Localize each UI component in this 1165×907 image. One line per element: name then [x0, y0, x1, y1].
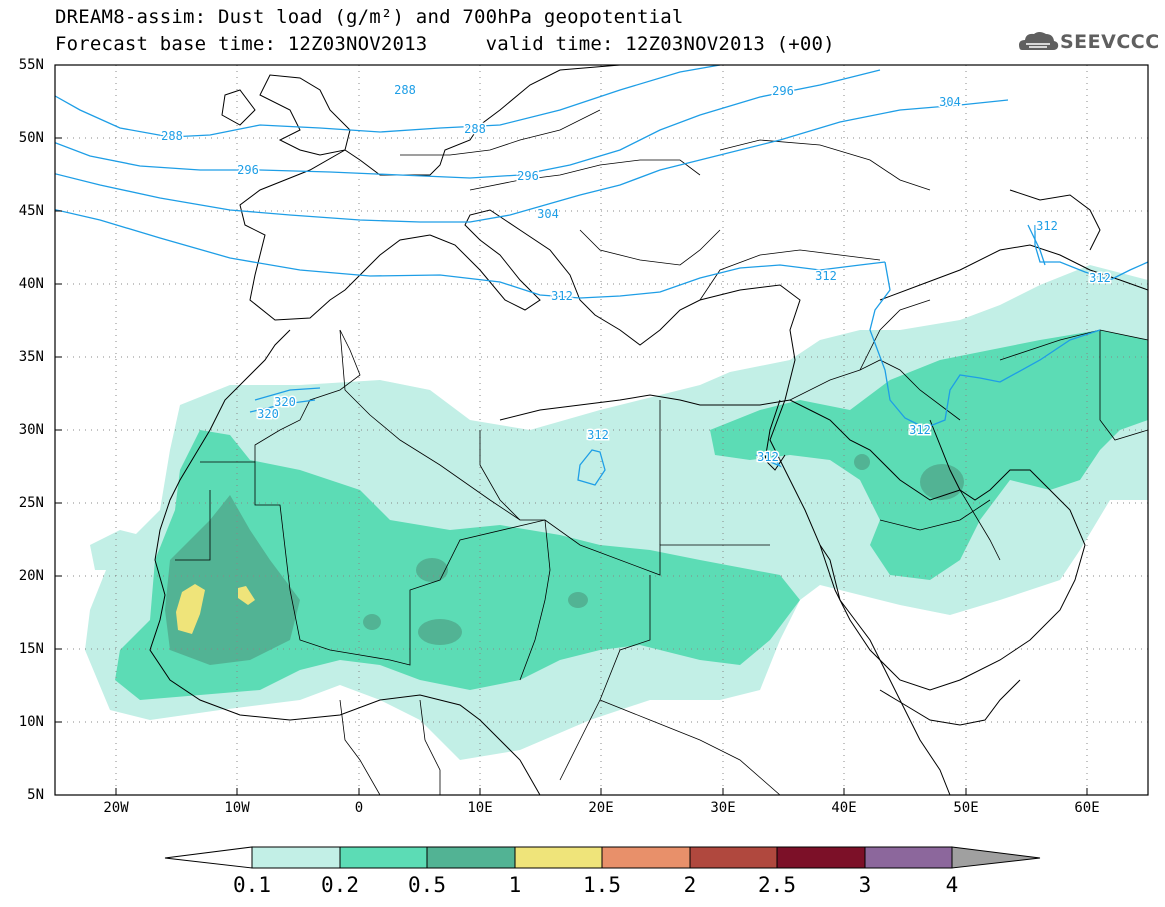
contour-label: 296	[772, 84, 794, 98]
lat-label: 40N	[18, 276, 44, 292]
lat-label: 10N	[18, 714, 44, 730]
geopotential-contours	[55, 65, 1148, 486]
lon-label: 10W	[224, 800, 250, 816]
colorbar-label: 0.2	[321, 873, 359, 897]
contour-label: 312	[757, 450, 779, 464]
lon-label: 20W	[103, 800, 129, 816]
logo-text: SEEVCCC	[1060, 31, 1160, 53]
colorbar-swatch	[339, 846, 428, 869]
contour-label: 288	[394, 83, 416, 97]
lat-label: 5N	[27, 787, 44, 803]
colorbar-label: 3	[858, 873, 872, 897]
contour-label: 296	[517, 169, 539, 183]
colorbar-swatch	[776, 846, 866, 869]
colorbar-swatch	[601, 846, 691, 869]
map-title: DREAM8-assim: Dust load (g/m²) and 700hP…	[55, 6, 684, 28]
lat-label: 50N	[18, 130, 44, 146]
colorbar-label: 2.5	[758, 873, 796, 897]
colorbar-upper-arrow	[951, 846, 1041, 869]
lat-lon-grid	[55, 65, 1148, 795]
lat-label: 15N	[18, 641, 44, 657]
lon-label: 30E	[710, 800, 736, 816]
dust-level-0-5	[165, 454, 964, 665]
contour-label: 288	[161, 129, 183, 143]
contour-label: 312	[551, 289, 573, 303]
lon-label: 10E	[467, 800, 493, 816]
lon-label: 0	[354, 800, 364, 816]
contour-label: 304	[939, 95, 961, 109]
lat-label: 25N	[18, 495, 44, 511]
forecast-time-line: Forecast base time: 12Z03NOV2013 valid t…	[55, 33, 835, 55]
colorbar-label: 1.5	[583, 873, 621, 897]
colorbar-label: 0.1	[233, 873, 271, 897]
contour-label: 312	[909, 423, 931, 437]
lat-label: 35N	[18, 349, 44, 365]
colorbar	[164, 846, 1041, 869]
country-borders	[175, 109, 1148, 795]
lon-label: 40E	[831, 800, 857, 816]
contour-label: 320	[274, 395, 296, 409]
lon-label: 50E	[953, 800, 979, 816]
lat-label: 30N	[18, 422, 44, 438]
coastlines	[149, 65, 1148, 795]
colorbar-swatch	[514, 846, 603, 869]
lat-label: 45N	[18, 203, 44, 219]
colorbar-label: 4	[945, 873, 959, 897]
lat-label: 20N	[18, 568, 44, 584]
colorbar-swatch	[426, 846, 516, 869]
colorbar-swatch	[251, 846, 341, 869]
contour-label: 320	[257, 407, 279, 421]
lon-label: 60E	[1074, 800, 1100, 816]
colorbar-label: 2	[683, 873, 697, 897]
axis-ticks	[55, 64, 1088, 795]
lat-label: 55N	[18, 57, 44, 73]
contour-label: 312	[1036, 219, 1058, 233]
contour-label: 312	[587, 428, 609, 442]
contour-label: 296	[237, 163, 259, 177]
contour-label: 312	[815, 269, 837, 283]
contour-label: 312	[1089, 271, 1111, 285]
lon-label: 20E	[588, 800, 614, 816]
colorbar-swatch	[864, 846, 953, 869]
dust-level-1	[176, 584, 255, 634]
cloud-icon	[1019, 32, 1059, 50]
colorbar-swatch	[689, 846, 778, 869]
contour-label: 304	[537, 207, 559, 221]
contour-label: 288	[464, 122, 486, 136]
colorbar-lower-arrow	[164, 846, 253, 869]
colorbar-label: 1	[508, 873, 522, 897]
colorbar-label: 0.5	[408, 873, 446, 897]
contour-label-group: 288 288 288 296 296 296 304 304 312 312 …	[160, 82, 1113, 466]
